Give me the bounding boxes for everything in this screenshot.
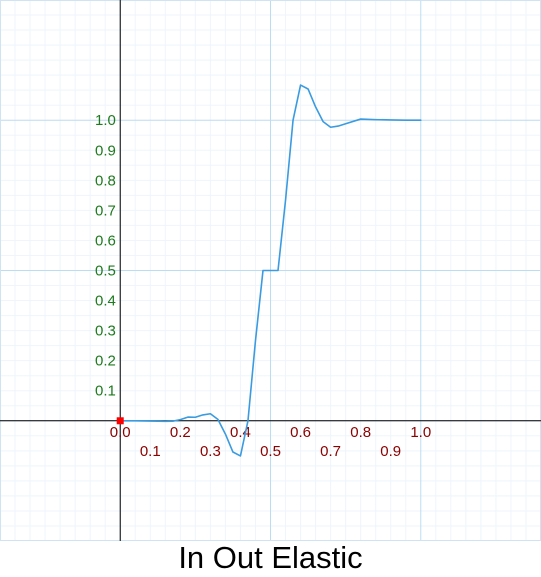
marker-group bbox=[116, 417, 124, 425]
axes bbox=[0, 0, 541, 541]
y-tick-label: 0.7 bbox=[95, 202, 116, 219]
series-line bbox=[119, 84, 422, 457]
y-tick-label: 0.8 bbox=[95, 172, 116, 189]
x-tick-labels: 0.0 0.1 0.2 0.3 0.4 0.5 0.6 0.7 0.8 0.9 1.0 bbox=[110, 424, 431, 460]
y-tick-label: 0.3 bbox=[95, 323, 116, 340]
x-tick-label: 0.9 bbox=[380, 443, 401, 460]
x-tick-label: 0.7 bbox=[320, 443, 341, 460]
y-tick-label: 0.9 bbox=[95, 142, 116, 159]
x-tick-label: 0.1 bbox=[140, 443, 161, 460]
x-tick-label: 0.2 bbox=[170, 424, 191, 441]
x-tick-label: 0.5 bbox=[260, 443, 281, 460]
plot-area: 0.0 0.1 0.2 0.3 0.4 0.5 0.6 0.7 0.8 0.9 1.0 0.1 0.2… bbox=[0, 0, 541, 541]
y-tick-labels: 0.1 0.2 0.3 0.4 0.5 0.6 0.7 0.8 0.9 1.0 bbox=[95, 112, 116, 400]
elastic-chart: 0.0 0.1 0.2 0.3 0.4 0.5 0.6 0.7 0.8 0.9 1.0 0.1 0.2… bbox=[0, 0, 541, 541]
x-tick-label: 1.0 bbox=[410, 424, 431, 441]
y-tick-label: 0.2 bbox=[95, 353, 116, 370]
x-tick-label: 0.4 bbox=[230, 424, 251, 441]
y-tick-label: 1.0 bbox=[95, 112, 116, 129]
x-tick-label: 0.8 bbox=[350, 424, 371, 441]
y-tick-label: 0.1 bbox=[95, 383, 116, 400]
x-tick-label: 0.3 bbox=[200, 443, 221, 460]
y-tick-label: 0.5 bbox=[95, 263, 116, 280]
series-group bbox=[119, 84, 422, 457]
x-tick-label: 0.0 bbox=[110, 424, 131, 441]
x-tick-label: 0.6 bbox=[290, 424, 311, 441]
chart-title: In Out Elastic bbox=[178, 540, 363, 575]
origin-marker bbox=[116, 417, 124, 425]
y-tick-label: 0.4 bbox=[95, 293, 116, 310]
y-tick-label: 0.6 bbox=[95, 232, 116, 249]
